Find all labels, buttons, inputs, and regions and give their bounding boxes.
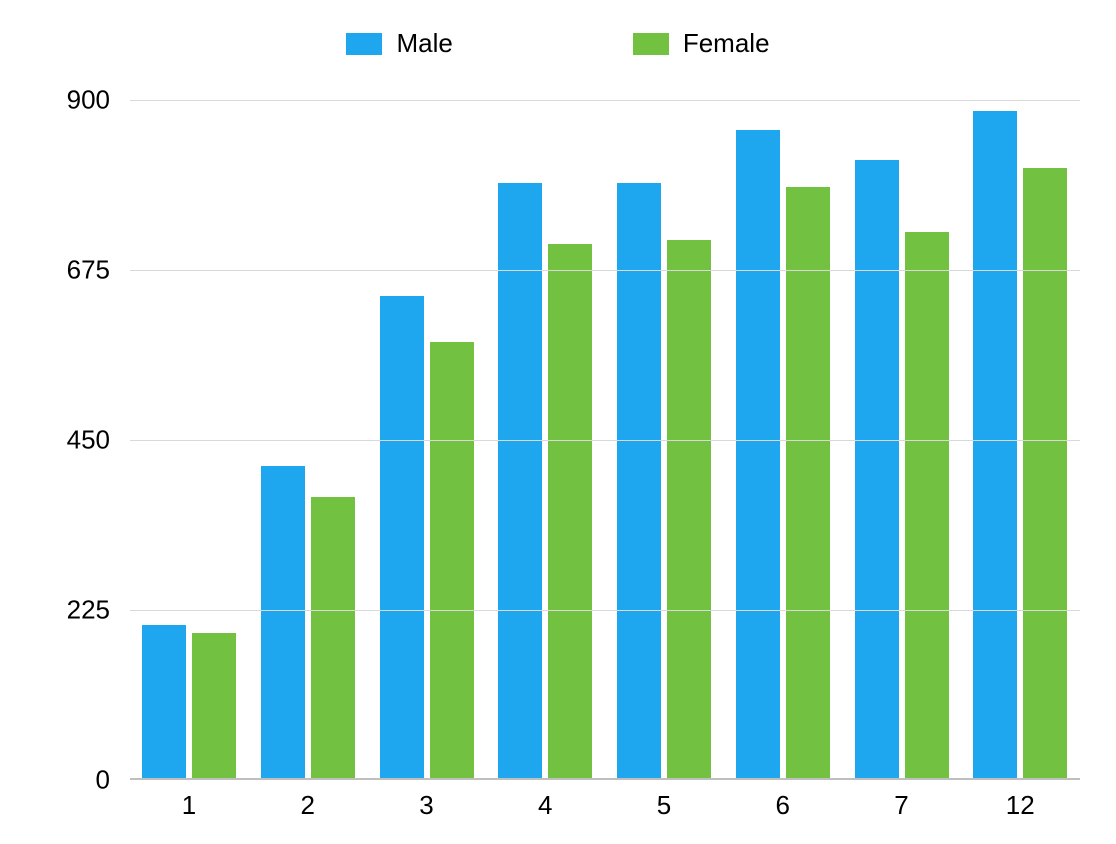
- x-axis-tick-label: 2: [301, 790, 315, 821]
- bar-female: [1023, 168, 1067, 780]
- bar-female: [311, 497, 355, 780]
- bar-male: [498, 183, 542, 780]
- bar-female: [430, 342, 474, 780]
- bar-female: [548, 244, 592, 780]
- legend-item-male: Male: [346, 28, 452, 59]
- bar-male: [855, 160, 899, 780]
- bar-male: [142, 625, 186, 780]
- y-axis-tick-label: 900: [67, 85, 130, 116]
- bar-female: [667, 240, 711, 780]
- legend-item-female: Female: [633, 28, 770, 59]
- grid-line: [130, 100, 1080, 101]
- x-axis-tick-label: 6: [776, 790, 790, 821]
- grid-line: [130, 270, 1080, 271]
- legend-swatch-icon: [346, 33, 382, 55]
- bar-male: [380, 296, 424, 780]
- legend-swatch-icon: [633, 33, 669, 55]
- grid-line: [130, 440, 1080, 441]
- legend-label: Female: [683, 28, 770, 59]
- x-axis-tick-label: 3: [419, 790, 433, 821]
- legend: Male Female: [0, 0, 1116, 59]
- bar-male: [973, 111, 1017, 780]
- bar-male: [261, 466, 305, 780]
- x-axis-tick-label: 1: [182, 790, 196, 821]
- bar-female: [905, 232, 949, 780]
- x-axis-tick-label: 12: [1006, 790, 1035, 821]
- bar-male: [736, 130, 780, 780]
- bar-female: [192, 633, 236, 780]
- plot-area: 123456712 0225450675900: [130, 100, 1080, 780]
- x-axis-baseline: [130, 778, 1080, 780]
- y-axis-tick-label: 675: [67, 255, 130, 286]
- grid-line: [130, 610, 1080, 611]
- y-axis-tick-label: 0: [96, 765, 130, 796]
- bar-female: [786, 187, 830, 780]
- x-axis-tick-label: 7: [894, 790, 908, 821]
- bar-male: [617, 183, 661, 780]
- y-axis-tick-label: 450: [67, 425, 130, 456]
- legend-label: Male: [396, 28, 452, 59]
- x-axis-tick-label: 5: [657, 790, 671, 821]
- y-axis-tick-label: 225: [67, 595, 130, 626]
- bar-chart: MaleFemale 123456712 0225450675900: [0, 0, 1116, 844]
- x-axis-tick-label: 4: [538, 790, 552, 821]
